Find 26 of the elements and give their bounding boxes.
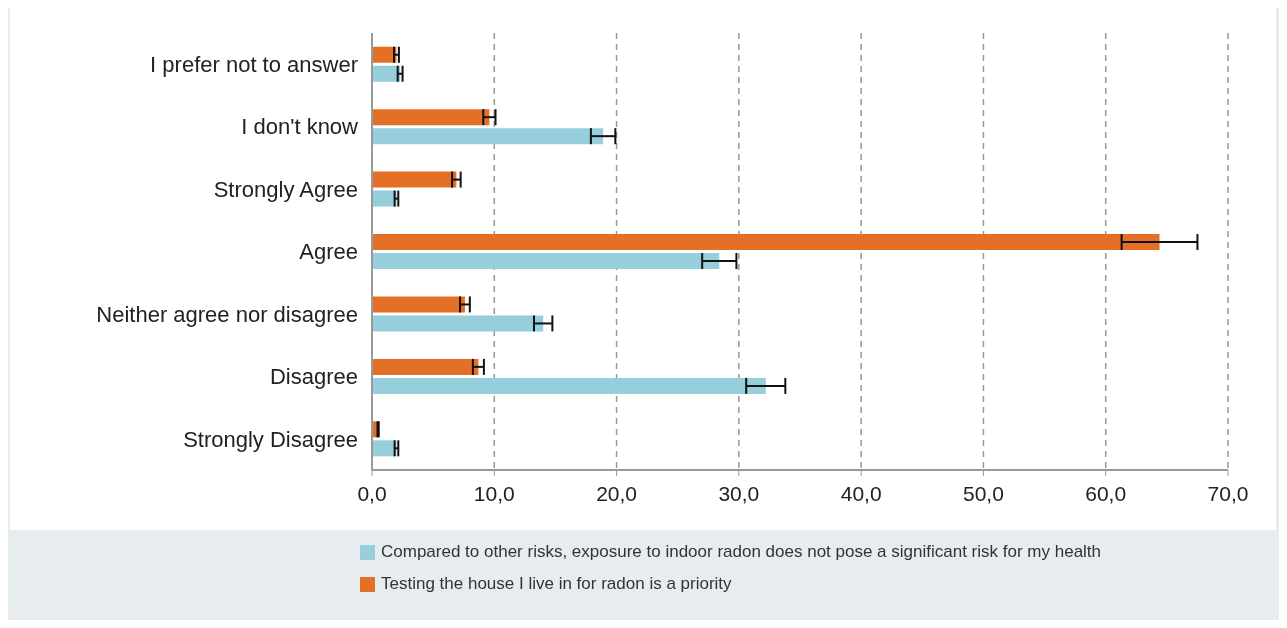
x-tick-label: 40,0	[840, 481, 882, 505]
bar	[372, 315, 544, 332]
x-tick-label: 10,0	[473, 481, 515, 505]
y-tick-label: Agree	[299, 239, 358, 265]
y-tick-label: Disagree	[269, 364, 358, 390]
legend-label: Testing the house I live in for radon is a priority	[381, 574, 732, 594]
y-tick-label: Strongly Agree	[213, 176, 358, 202]
x-tick-label: 50,0	[962, 481, 1004, 505]
bar	[372, 171, 457, 188]
bar	[372, 128, 604, 145]
y-tick-label: Strongly Disagree	[183, 426, 358, 452]
bar	[372, 234, 1160, 251]
y-tick-label: I don't know	[241, 114, 359, 140]
bar	[372, 377, 766, 394]
y-tick-label: I prefer not to answer	[150, 52, 358, 78]
bar	[372, 296, 465, 313]
x-tick-label: 30,0	[718, 481, 760, 505]
y-tick-label: Neither agree nor disagree	[96, 301, 358, 327]
x-tick-label: 60,0	[1085, 481, 1127, 505]
x-tick-label: 20,0	[596, 481, 638, 505]
legend-label: Compared to other risks, exposure to indoor radon does not pose a significant risk for my health	[381, 542, 1102, 562]
bar	[372, 358, 479, 375]
bar	[372, 109, 490, 126]
bar	[372, 253, 720, 270]
x-tick-label: 70,0	[1207, 481, 1249, 505]
x-tick-label: 0,0	[357, 481, 387, 505]
